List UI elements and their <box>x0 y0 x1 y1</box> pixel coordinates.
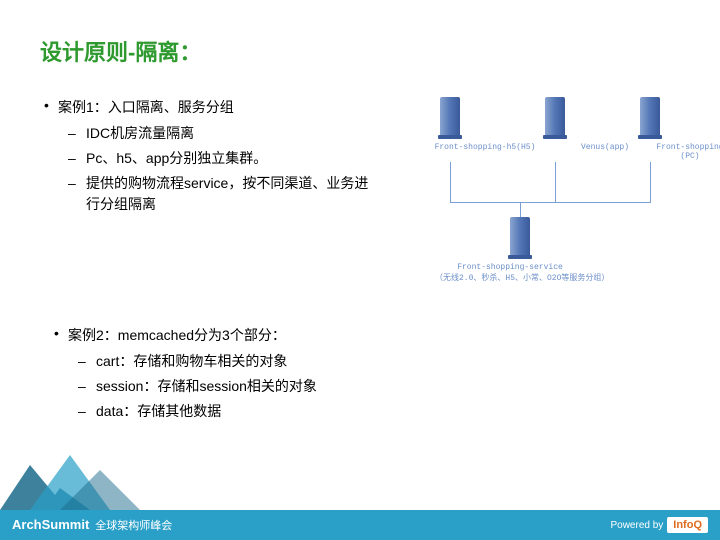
text-content: 案例1：入口隔离、服务分组 IDC机房流量隔离 Pc、h5、app分别独立集群。… <box>40 97 370 432</box>
server-h5: Front-shopping-h5(H5) <box>440 97 460 139</box>
footer-bar: ArchSummit全球架构师峰会 Powered by InfoQ <box>0 510 720 540</box>
footer-powered: Powered by InfoQ <box>610 517 708 533</box>
server-pc: Front-shopping (PC) <box>640 97 660 139</box>
server-icon <box>510 217 530 255</box>
case1-heading: 案例1：入口隔离、服务分组 <box>40 97 370 117</box>
connector-line <box>650 162 651 202</box>
server-app: Venus(app) <box>545 97 565 139</box>
server-svc: Front-shopping-service （无线2.0、秒杀、H5、小常、O… <box>510 217 530 259</box>
list-item: IDC机房流量隔离 <box>86 123 370 144</box>
case-2: 案例2：memcached分为3个部分： cart：存储和购物车相关的对象 se… <box>50 325 370 422</box>
list-item: 提供的购物流程service，按不同渠道、业务进行分组隔离 <box>86 173 370 215</box>
infoq-logo: InfoQ <box>667 517 708 533</box>
footer-brand: ArchSummit全球架构师峰会 <box>12 517 172 533</box>
connector-line <box>520 202 521 217</box>
case-1: 案例1：入口隔离、服务分组 IDC机房流量隔离 Pc、h5、app分别独立集群。… <box>40 97 370 215</box>
connector-line <box>450 202 651 203</box>
connector-line <box>450 162 451 202</box>
list-item: session：存储和session相关的对象 <box>96 376 370 397</box>
slide-title: 设计原则-隔离： <box>40 35 680 67</box>
server-icon <box>440 97 460 135</box>
architecture-diagram: Front-shopping-h5(H5) Venus(app) Front-sho… <box>380 97 680 297</box>
mountain-decoration <box>0 450 180 510</box>
server-icon <box>545 97 565 135</box>
case2-heading: 案例2：memcached分为3个部分： <box>50 325 370 345</box>
server-label: Front-shopping (PC) <box>615 143 720 161</box>
list-item: Pc、h5、app分别独立集群。 <box>86 148 370 169</box>
list-item: cart：存储和购物车相关的对象 <box>96 351 370 372</box>
connector-line <box>555 162 556 202</box>
server-icon <box>640 97 660 135</box>
list-item: data：存储其他数据 <box>96 401 370 422</box>
server-label: Front-shopping-service （无线2.0、秒杀、H5、小常、O… <box>435 263 585 283</box>
